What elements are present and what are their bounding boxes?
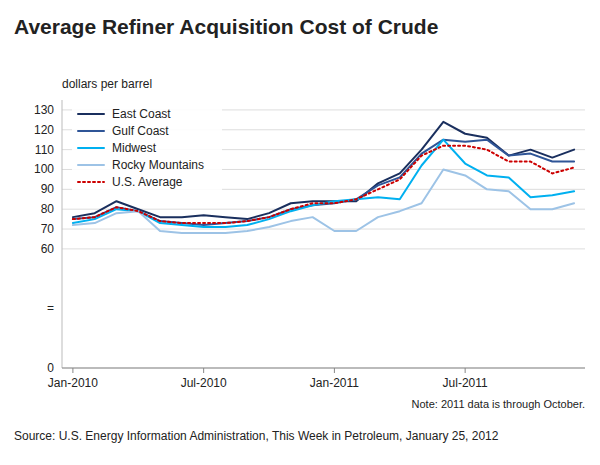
y-tick-label: 130 xyxy=(34,103,54,117)
y-axis-line xyxy=(62,100,63,368)
y-tick-label: 80 xyxy=(41,202,55,216)
x-tick xyxy=(334,368,335,373)
y-tick-label: 70 xyxy=(41,222,55,236)
y-tick-label: 100 xyxy=(34,162,54,176)
axis-break: = xyxy=(47,301,54,315)
legend-label: Rocky Mountains xyxy=(112,158,204,172)
x-tick-label: Jan-2011 xyxy=(310,376,359,390)
title: Average Refiner Acquisition Cost of Crud… xyxy=(14,15,438,38)
legend-label: Midwest xyxy=(112,141,157,155)
legend-swatch xyxy=(78,181,104,183)
x-tick xyxy=(203,368,204,373)
y-tick-label: 110 xyxy=(35,143,54,157)
y-axis-label: dollars per barrel xyxy=(62,77,152,91)
legend: East Coast Gulf Coast Midwest Rocky Mountai… xyxy=(72,102,222,193)
x-axis-line xyxy=(62,368,585,369)
note: Note: 2011 data is through October. xyxy=(412,398,585,410)
legend-swatch xyxy=(78,130,104,132)
series-line xyxy=(73,146,574,223)
y-tick-label: 0 xyxy=(47,361,54,375)
legend-label: U.S. Average xyxy=(112,175,183,189)
series-line xyxy=(73,140,574,225)
x-tick xyxy=(72,368,73,373)
legend-swatch xyxy=(78,147,104,149)
y-tick-label: 90 xyxy=(41,182,55,196)
source: Source: U.S. Energy Information Administ… xyxy=(14,429,499,443)
grid xyxy=(62,110,585,368)
chart: Average Refiner Acquisition Cost of Crud… xyxy=(0,0,600,465)
x-tick-label: Jul-2010 xyxy=(181,376,227,390)
x-tick xyxy=(465,368,466,373)
x-tick-label: Jul-2011 xyxy=(443,376,488,390)
legend-label: East Coast xyxy=(112,107,171,121)
legend-swatch xyxy=(78,113,104,115)
legend-label: Gulf Coast xyxy=(112,124,169,138)
y-tick-label: 120 xyxy=(34,123,54,137)
x-tick-label: Jan-2010 xyxy=(48,376,98,390)
y-tick-label: 60 xyxy=(41,242,55,256)
grid-line xyxy=(62,229,585,230)
legend-swatch xyxy=(78,164,104,166)
grid-line xyxy=(62,368,585,369)
series-line xyxy=(73,169,574,233)
grid-line xyxy=(62,248,585,249)
legend-background xyxy=(72,102,222,193)
series-line xyxy=(73,140,574,227)
